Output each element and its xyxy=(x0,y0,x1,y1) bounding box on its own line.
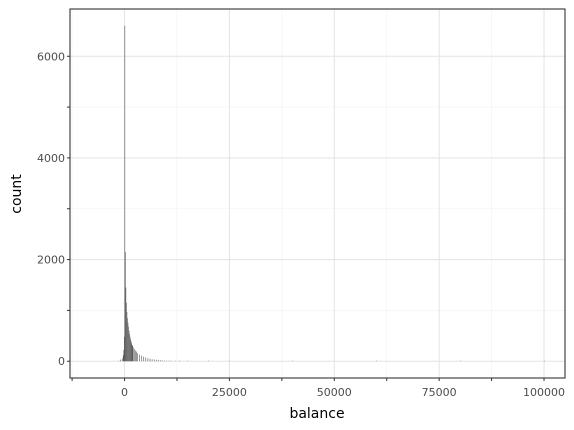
x-tick-label: 100000 xyxy=(523,386,565,399)
panel-background xyxy=(70,9,565,378)
y-axis-title: count xyxy=(9,174,25,214)
histogram-bar xyxy=(136,351,137,362)
histogram-bar xyxy=(544,360,545,362)
histogram-bar xyxy=(229,360,231,362)
y-tick-label: 2000 xyxy=(37,254,65,267)
histogram-bar xyxy=(130,339,131,362)
histogram-bar xyxy=(129,336,131,362)
major-gridlines xyxy=(70,9,565,378)
histogram-bar xyxy=(187,360,189,362)
histogram-bar xyxy=(130,341,132,362)
histogram-bar xyxy=(128,326,129,362)
histogram-bar xyxy=(139,354,140,362)
histogram-bar xyxy=(132,345,133,362)
histogram-bar xyxy=(127,318,128,362)
histogram-bar xyxy=(125,251,126,362)
panel-border xyxy=(69,8,566,379)
x-tick-label: 75000 xyxy=(422,386,457,399)
histogram-bar xyxy=(126,311,128,362)
histogram-bar xyxy=(160,360,161,362)
histogram-bar xyxy=(376,360,377,362)
minor-gridlines xyxy=(70,9,565,378)
histogram-bar xyxy=(124,336,125,362)
histogram-bar xyxy=(141,355,142,362)
histogram-bar xyxy=(129,333,130,362)
histogram-bar xyxy=(127,322,129,362)
histogram-bar xyxy=(137,353,138,362)
histogram-bar xyxy=(460,360,461,362)
histogram-bar xyxy=(292,360,293,362)
histogram-bar xyxy=(120,359,121,362)
histogram-bar xyxy=(123,350,125,362)
histogram-bar xyxy=(153,359,155,362)
histogram-bar xyxy=(131,344,133,362)
y-tick-label: 6000 xyxy=(37,50,65,63)
histogram-bar xyxy=(174,360,176,362)
histogram-bar xyxy=(147,358,149,362)
x-axis: 0 25000 50000 75000 100000 xyxy=(71,378,565,399)
histogram-bar xyxy=(128,330,130,362)
histogram-bar xyxy=(179,360,180,362)
y-tick-label: 4000 xyxy=(37,152,65,165)
x-tick-label: 0 xyxy=(121,386,128,399)
histogram-bar xyxy=(145,357,147,362)
histogram-bars xyxy=(118,25,545,362)
histogram-bar xyxy=(162,360,163,362)
histogram-bar xyxy=(126,302,127,362)
histogram-bar xyxy=(158,359,159,362)
y-tick-label: 0 xyxy=(58,355,65,368)
histogram-bar xyxy=(131,343,132,362)
y-axis: 0 2000 4000 6000 xyxy=(37,50,70,368)
histogram-bar xyxy=(125,287,127,362)
histogram-bar xyxy=(133,349,135,362)
histogram-bar xyxy=(168,360,170,362)
histogram-bar xyxy=(151,359,153,362)
x-tick-label: 25000 xyxy=(212,386,247,399)
histogram-bar xyxy=(132,347,134,362)
histogram-bar xyxy=(121,358,123,362)
histogram-bar xyxy=(124,25,126,362)
histogram-bar xyxy=(208,360,210,362)
histogram-bar xyxy=(143,356,145,362)
histogram-bar xyxy=(135,350,136,362)
x-axis-title: balance xyxy=(289,406,344,422)
histogram-bar xyxy=(122,355,124,362)
histogram-bar xyxy=(164,360,165,362)
histogram-bar xyxy=(149,358,151,362)
histogram-bar xyxy=(118,360,119,362)
histogram-bar xyxy=(155,359,157,362)
x-tick-label: 50000 xyxy=(317,386,352,399)
histogram-bar xyxy=(166,360,168,362)
histogram-bar xyxy=(170,360,172,362)
